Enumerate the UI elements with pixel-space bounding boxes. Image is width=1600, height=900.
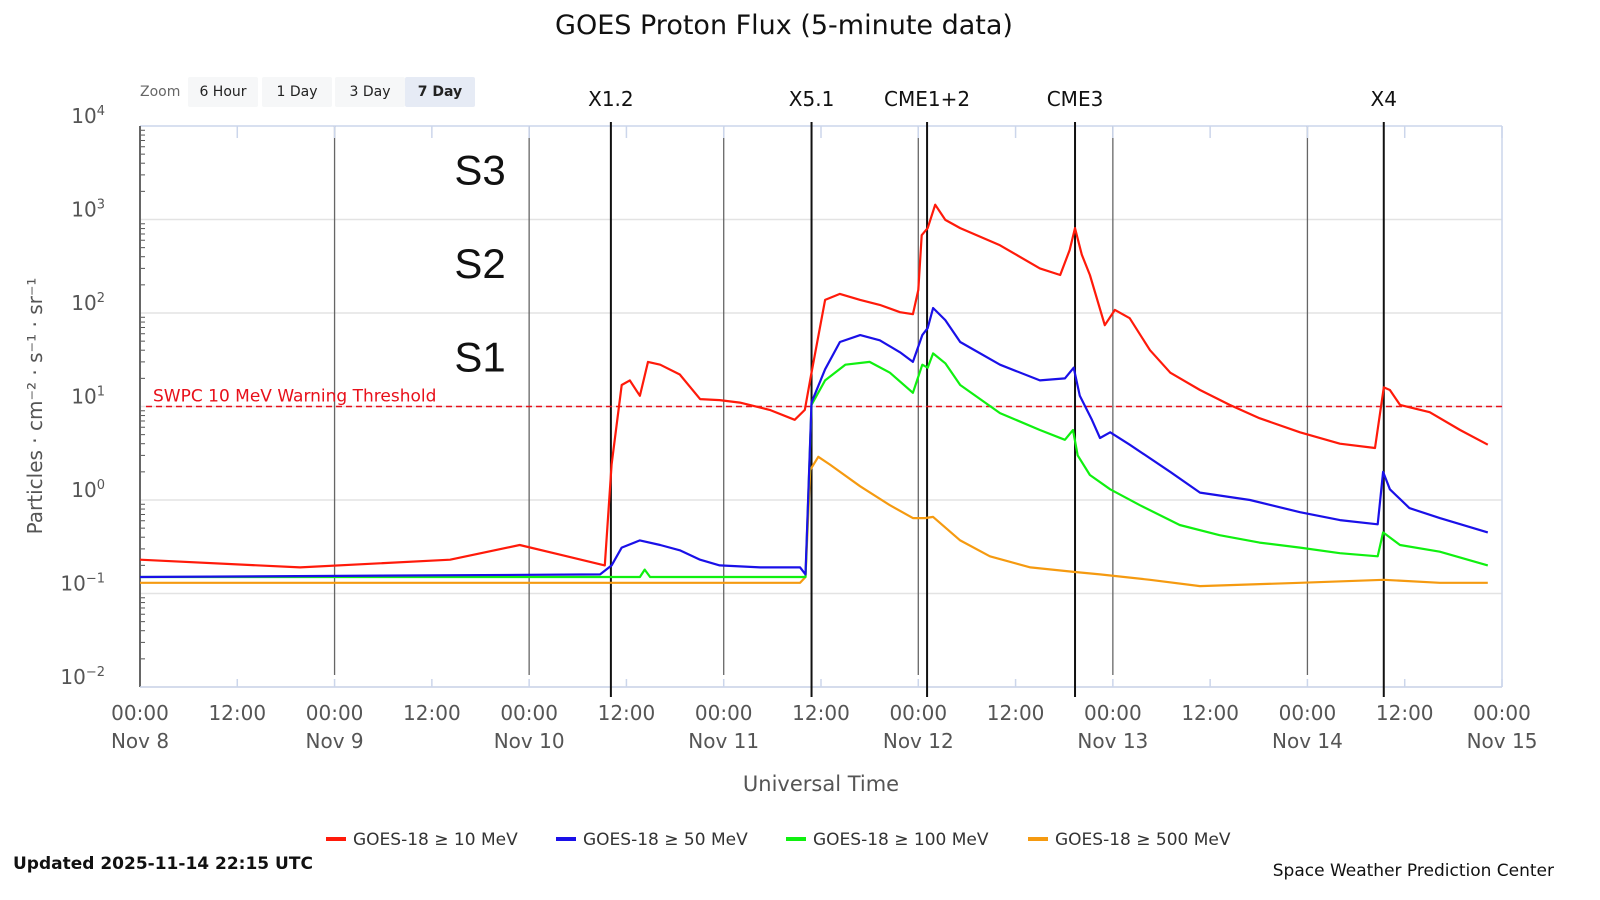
legend-label: GOES-18 ≥ 10 MeV bbox=[353, 830, 518, 850]
event-markers: X1.2 X5.1 CME1+2 CME3 X4 bbox=[588, 87, 1397, 697]
event-label: CME1+2 bbox=[884, 87, 970, 111]
y-tick-exponent: 0 bbox=[97, 478, 105, 493]
storm-level-label: S1 bbox=[454, 334, 505, 381]
y-tick-exponent: −2 bbox=[86, 665, 105, 680]
zoom-button-3-day[interactable]: 3 Day bbox=[335, 77, 405, 107]
x-tick-label-date: Nov 13 bbox=[1077, 729, 1148, 753]
legend-label: GOES-18 ≥ 100 MeV bbox=[813, 830, 989, 850]
y-axis-label: Particles · cm⁻² · s⁻¹ · sr⁻¹ bbox=[23, 278, 47, 535]
x-tick-label-time: 00:00 bbox=[889, 701, 947, 725]
x-tick-label-date: Nov 15 bbox=[1467, 729, 1538, 753]
x-tick-label-time: 12:00 bbox=[792, 701, 850, 725]
x-tick-label-time: 12:00 bbox=[598, 701, 656, 725]
x-tick-label-time: 12:00 bbox=[1181, 701, 1239, 725]
y-tick-exponent: −1 bbox=[86, 572, 105, 587]
x-tick-label-time: 00:00 bbox=[1084, 701, 1142, 725]
x-tick-label-time: 00:00 bbox=[500, 701, 558, 725]
x-tick-label-time: 00:00 bbox=[1279, 701, 1337, 725]
y-tick-exponent: 2 bbox=[97, 291, 105, 306]
x-tick-label-time: 00:00 bbox=[111, 701, 169, 725]
event-label: X1.2 bbox=[588, 87, 634, 111]
threshold: SWPC 10 MeV Warning Threshold bbox=[146, 387, 1502, 408]
x-tick-label-date: Nov 14 bbox=[1272, 729, 1343, 753]
series-line bbox=[139, 306, 1489, 579]
series-line bbox=[139, 203, 1489, 569]
legend-swatch bbox=[786, 837, 806, 841]
y-tick-label: 104 bbox=[71, 104, 105, 128]
legend-label: GOES-18 ≥ 50 MeV bbox=[583, 830, 748, 850]
zoom-label: Zoom bbox=[140, 84, 180, 100]
event-label: CME3 bbox=[1047, 87, 1104, 111]
zoom-button-6-hour[interactable]: 6 Hour bbox=[188, 77, 258, 107]
y-tick-label: 10−2 bbox=[60, 665, 105, 689]
zoom-button-label: 6 Hour bbox=[199, 84, 246, 100]
legend-item[interactable]: GOES-18 ≥ 50 MeV bbox=[556, 830, 748, 850]
y-tick-label: 101 bbox=[71, 385, 105, 409]
legend-swatch bbox=[556, 837, 576, 841]
y-tick-exponent: 1 bbox=[97, 385, 105, 400]
x-tick-label-date: Nov 8 bbox=[111, 729, 169, 753]
x-tick-label-time: 12:00 bbox=[403, 701, 461, 725]
event-label: X5.1 bbox=[789, 87, 835, 111]
x-tick-label-time: 12:00 bbox=[1376, 701, 1434, 725]
updated-timestamp: Updated 2025-11-14 22:15 UTC bbox=[13, 854, 313, 874]
chart-title: GOES Proton Flux (5-minute data) bbox=[555, 10, 1013, 41]
threshold-label: SWPC 10 MeV Warning Threshold bbox=[153, 387, 436, 407]
x-tick-label-time: 00:00 bbox=[306, 701, 364, 725]
storm-level-label: S3 bbox=[454, 147, 505, 194]
series-line bbox=[140, 455, 1488, 588]
storm-levels: S3 S2 S1 bbox=[454, 147, 505, 381]
zoom-button-1-day[interactable]: 1 Day bbox=[262, 77, 332, 107]
y-tick-label: 103 bbox=[71, 198, 105, 222]
x-tick-label-time: 00:00 bbox=[695, 701, 753, 725]
x-tick-label-date: Nov 9 bbox=[306, 729, 364, 753]
y-tick-label: 100 bbox=[71, 478, 105, 502]
zoom-selector: Zoom 6 Hour 1 Day 3 Day 7 Day bbox=[140, 77, 475, 107]
x-tick-label-time: 12:00 bbox=[987, 701, 1045, 725]
x-tick-label-date: Nov 12 bbox=[883, 729, 954, 753]
legend-item[interactable]: GOES-18 ≥ 500 MeV bbox=[1028, 830, 1231, 850]
y-tick-base: 10 bbox=[71, 104, 96, 128]
x-axis-label: Universal Time bbox=[743, 772, 899, 796]
y-tick-base: 10 bbox=[71, 385, 96, 409]
x-tick-label-time: 12:00 bbox=[208, 701, 266, 725]
y-tick-base: 10 bbox=[60, 572, 85, 596]
y-tick-base: 10 bbox=[71, 478, 96, 502]
x-tick-label-date: Nov 11 bbox=[688, 729, 759, 753]
y-tick-base: 10 bbox=[71, 291, 96, 315]
zoom-button-7-day[interactable]: 7 Day bbox=[405, 77, 475, 107]
y-tick-exponent: 4 bbox=[97, 104, 105, 119]
legend-item[interactable]: GOES-18 ≥ 10 MeV bbox=[326, 830, 518, 850]
legend-label: GOES-18 ≥ 500 MeV bbox=[1055, 830, 1231, 850]
series-lines bbox=[139, 203, 1489, 588]
y-tick-base: 10 bbox=[71, 198, 96, 222]
y-tick-label: 10−1 bbox=[60, 572, 105, 596]
legend: GOES-18 ≥ 10 MeV GOES-18 ≥ 50 MeV GOES-18 … bbox=[326, 830, 1231, 850]
legend-swatch bbox=[1028, 837, 1048, 841]
event-label: X4 bbox=[1371, 87, 1397, 111]
storm-level-label: S2 bbox=[454, 240, 505, 287]
legend-item[interactable]: GOES-18 ≥ 100 MeV bbox=[786, 830, 989, 850]
credit: Space Weather Prediction Center bbox=[1273, 861, 1554, 881]
zoom-button-label: 7 Day bbox=[418, 84, 462, 100]
zoom-button-label: 3 Day bbox=[349, 84, 390, 100]
x-tick-label-time: 00:00 bbox=[1473, 701, 1531, 725]
y-tick-label: 102 bbox=[71, 291, 105, 315]
y-tick-base: 10 bbox=[60, 665, 85, 689]
x-tick-label-date: Nov 10 bbox=[494, 729, 565, 753]
y-tick-exponent: 3 bbox=[97, 198, 105, 213]
zoom-button-label: 1 Day bbox=[276, 84, 317, 100]
legend-swatch bbox=[326, 837, 346, 841]
